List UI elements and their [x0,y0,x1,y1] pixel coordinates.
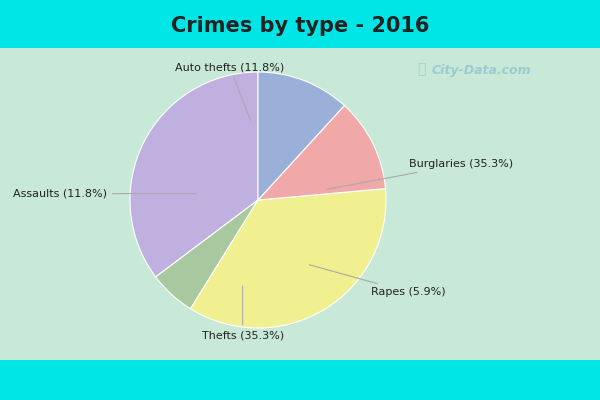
Wedge shape [190,188,386,328]
Text: Burglaries (35.3%): Burglaries (35.3%) [327,159,513,189]
Text: ⓘ: ⓘ [417,62,425,76]
Text: City-Data.com: City-Data.com [432,64,532,77]
Wedge shape [156,200,258,309]
Text: Auto thefts (11.8%): Auto thefts (11.8%) [175,62,284,121]
Wedge shape [130,72,258,277]
Text: Assaults (11.8%): Assaults (11.8%) [13,189,196,198]
Text: Crimes by type - 2016: Crimes by type - 2016 [171,16,429,36]
Text: Rapes (5.9%): Rapes (5.9%) [310,265,445,297]
Text: Thefts (35.3%): Thefts (35.3%) [202,286,284,340]
Wedge shape [258,106,385,200]
Wedge shape [258,72,344,200]
